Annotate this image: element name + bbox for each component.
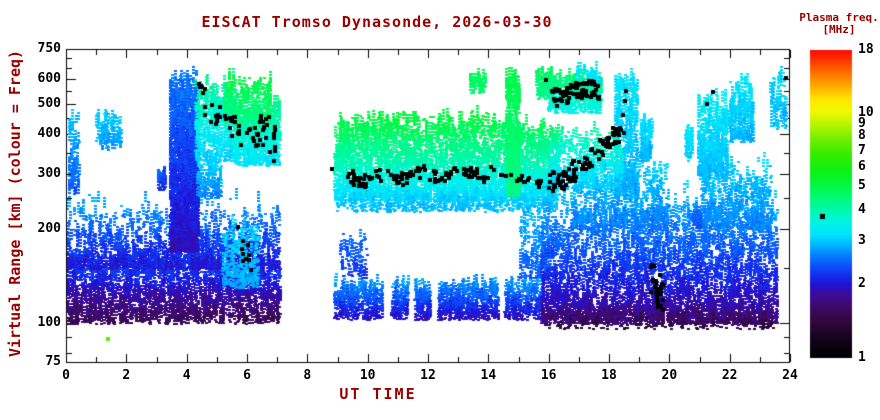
x-tick-label: 8: [303, 368, 312, 383]
colorbar-tick-label: 9: [858, 115, 866, 131]
colorbar-tick-label: 10: [858, 104, 874, 120]
y-tick-label: 200: [37, 220, 61, 236]
colorbar-tick-label: 1: [858, 350, 866, 365]
colorbar-tick-label: 2: [858, 276, 866, 292]
x-tick-label: 14: [480, 368, 497, 383]
y-tick-label: 100: [37, 314, 61, 330]
plot-title: EISCAT Tromso Dynasonde, 2026-03-30: [201, 13, 553, 31]
x-tick-label: 0: [62, 368, 70, 383]
x-tick-label: 6: [243, 368, 251, 383]
x-tick-label: 2: [122, 368, 131, 383]
colorbar-title-line1: Plasma freq.: [799, 11, 879, 24]
x-tick-label: 16: [540, 368, 557, 383]
x-tick-label: 4: [182, 368, 191, 383]
y-tick-label: 750: [37, 41, 61, 56]
colorbar-tick-label: 5: [858, 178, 866, 194]
y-tick-label: 500: [37, 96, 61, 112]
colorbar-tick-label: 4: [858, 202, 866, 218]
y-tick-label: 75: [45, 354, 61, 369]
x-tick-label: 18: [601, 368, 617, 383]
colorbar-tick-label: 6: [858, 159, 866, 175]
y-tick-label: 300: [37, 165, 61, 181]
colorbar-tick-label: 18: [858, 42, 874, 57]
x-tick-label: 24: [782, 368, 798, 383]
x-tick-label: 20: [661, 368, 678, 383]
colorbar-tick-label: 8: [858, 128, 866, 144]
y-tick-label: 600: [37, 71, 61, 87]
x-tick-label: 22: [721, 368, 738, 383]
x-axis-title: UT TIME: [339, 385, 417, 403]
colorbar-tick-label: 3: [858, 232, 866, 248]
x-tick-label: 10: [359, 368, 376, 383]
x-tick-label: 12: [420, 368, 436, 383]
colorbar-tick-label: 7: [858, 142, 866, 158]
y-tick-label: 400: [37, 126, 61, 142]
colorbar-title-line2: [MHz]: [822, 23, 856, 36]
